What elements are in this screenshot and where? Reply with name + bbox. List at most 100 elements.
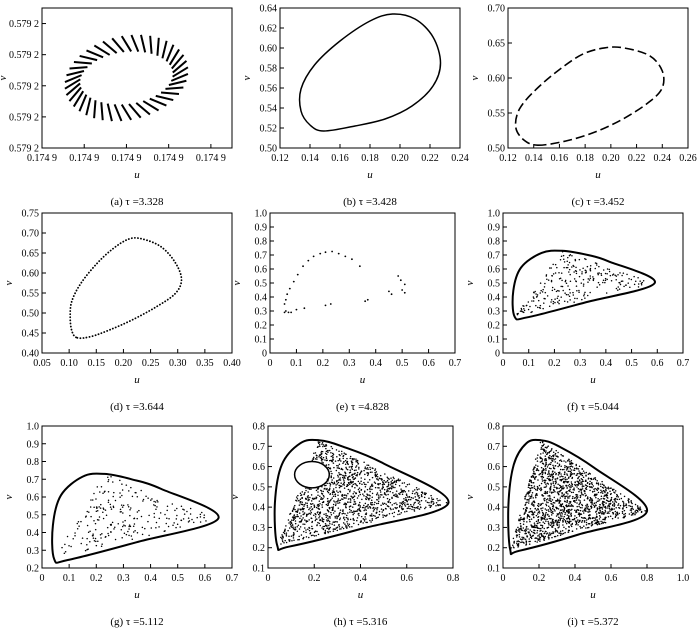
- attractor-point: [544, 458, 546, 461]
- attractor-point: [359, 509, 361, 511]
- attractor-point: [602, 505, 604, 507]
- series-b: [298, 13, 442, 132]
- attractor-point: [338, 472, 340, 474]
- attractor-point: [556, 266, 558, 269]
- attractor-point: [351, 473, 353, 476]
- attractor-point: [545, 499, 548, 501]
- attractor-point: [543, 517, 546, 520]
- attractor-point: [317, 491, 319, 493]
- attractor-point: [568, 520, 571, 522]
- y-tick-label: 0.6: [255, 265, 268, 276]
- attractor-point: [529, 533, 531, 535]
- attractor-point: [313, 514, 315, 517]
- attractor-point: [353, 495, 356, 497]
- attractor-point: [573, 497, 576, 499]
- attractor-point: [158, 517, 161, 520]
- attractor-point: [98, 516, 101, 518]
- x-axis-label: u: [134, 589, 140, 601]
- attractor-point: [629, 286, 631, 288]
- attractor-point: [540, 447, 543, 449]
- attractor-point: [574, 481, 576, 483]
- attractor-point: [601, 508, 604, 510]
- attractor-point: [594, 487, 596, 490]
- panel-caption: (h) τ =5.316: [334, 616, 388, 628]
- attractor-point: [147, 497, 149, 499]
- attractor-point: [529, 534, 532, 537]
- x-tick-label: 0.174 9: [27, 153, 57, 164]
- attractor-point: [528, 491, 531, 493]
- attractor-point: [413, 509, 415, 511]
- attractor-point: [87, 548, 89, 550]
- attractor-point: [552, 466, 555, 468]
- attractor-point: [570, 460, 573, 462]
- attractor-point: [536, 294, 539, 296]
- y-tick-label: 0.8: [488, 237, 501, 248]
- attractor-point: [343, 476, 346, 478]
- attractor-point: [570, 514, 573, 517]
- attractor-point: [582, 267, 584, 270]
- attractor-point: [285, 541, 288, 544]
- attractor-point: [337, 465, 339, 467]
- attractor-point: [324, 452, 327, 455]
- attractor-point: [600, 272, 602, 275]
- attractor-point: [317, 513, 320, 516]
- attractor-point: [554, 535, 557, 538]
- x-tick-label: 0.12: [499, 153, 517, 164]
- attractor-point: [376, 508, 378, 511]
- attractor-point: [342, 522, 345, 524]
- attractor-point: [552, 472, 555, 475]
- attractor-point: [563, 473, 566, 476]
- attractor-point: [346, 526, 348, 528]
- attractor-point: [571, 266, 573, 268]
- attractor-point: [633, 275, 635, 278]
- attractor-point: [591, 523, 594, 525]
- attractor-point: [430, 494, 432, 497]
- attractor-point: [516, 529, 518, 532]
- attractor-point: [420, 494, 423, 496]
- attractor-point: [120, 504, 123, 506]
- attractor-point: [331, 506, 333, 509]
- attractor-point: [389, 507, 392, 509]
- attractor-point: [547, 475, 550, 478]
- attractor-point: [405, 496, 407, 499]
- attractor-point: [310, 500, 313, 502]
- attractor-point: [358, 490, 361, 492]
- attractor-point: [328, 501, 331, 503]
- attractor-point: [528, 538, 530, 540]
- attractor-point: [107, 499, 110, 501]
- attractor-point: [293, 514, 295, 517]
- attractor-point: [614, 274, 616, 276]
- series-f: [511, 249, 656, 321]
- attractor-point: [555, 486, 557, 489]
- attractor-point: [601, 483, 604, 485]
- attractor-point: [154, 504, 156, 507]
- attractor-point: [532, 300, 535, 302]
- x-tick-label: 0.22: [421, 153, 439, 164]
- attractor-point: [563, 261, 566, 263]
- x-tick-label: 0.1: [63, 573, 76, 584]
- attractor-point: [334, 504, 337, 507]
- attractor-point: [583, 295, 585, 297]
- attractor-point: [548, 478, 550, 480]
- trajectory-dash: [168, 48, 180, 66]
- attractor-point: [371, 519, 373, 521]
- attractor-point: [359, 506, 361, 508]
- attractor-point: [548, 515, 550, 517]
- attractor-point: [578, 472, 580, 475]
- attractor-point: [520, 541, 522, 544]
- attractor-point: [355, 465, 358, 467]
- attractor-point: [594, 493, 596, 496]
- attractor-point: [310, 494, 313, 496]
- attractor-point: [537, 479, 539, 481]
- attractor-point: [409, 498, 412, 501]
- attractor-point: [605, 489, 607, 492]
- attractor-point: [544, 514, 546, 517]
- attractor-point: [617, 273, 619, 276]
- attractor-point: [382, 485, 384, 487]
- attractor-point: [74, 532, 76, 534]
- y-tick-label: 0.62: [260, 24, 278, 35]
- attractor-point: [566, 520, 569, 523]
- attractor-point: [363, 461, 365, 464]
- attractor-point: [543, 443, 545, 446]
- attractor-point: [586, 507, 589, 509]
